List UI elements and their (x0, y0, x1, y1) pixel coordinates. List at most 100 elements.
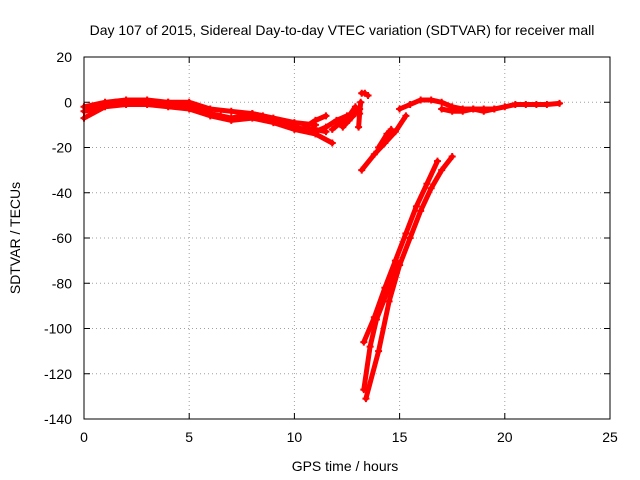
series-arc-3 (329, 104, 358, 132)
data-point (417, 207, 425, 215)
data-point (427, 96, 435, 104)
chart-title: Day 107 of 2015, Sidereal Day-to-day VTE… (90, 22, 595, 38)
data-point (366, 343, 374, 351)
data-point (328, 125, 336, 133)
data-point (383, 288, 391, 296)
data-point (406, 101, 414, 109)
y-tick-label: -100 (44, 321, 72, 337)
data-point (122, 101, 130, 109)
data-point (185, 98, 193, 106)
data-point (269, 119, 277, 127)
series-layer (80, 89, 564, 403)
x-tick-label: 0 (80, 429, 88, 445)
x-tick-label: 10 (287, 429, 303, 445)
y-axis-ticks: -140 -120 -100 -80 -60 -40 -20 0 20 (44, 49, 610, 427)
data-point (290, 119, 298, 127)
data-point (375, 347, 383, 355)
data-point (362, 395, 370, 403)
x-tick-label: 5 (185, 429, 193, 445)
data-point (143, 101, 151, 109)
y-tick-label: -40 (52, 185, 72, 201)
data-point (511, 101, 519, 109)
data-point (351, 103, 359, 111)
data-point (339, 123, 347, 131)
data-point (311, 116, 319, 124)
data-point (248, 114, 256, 122)
plot-frame (83, 56, 611, 420)
data-point (356, 110, 364, 118)
data-point (164, 103, 172, 111)
data-point (433, 157, 441, 165)
data-point (393, 259, 401, 267)
data-point (412, 202, 420, 210)
series-drop-a (363, 154, 455, 402)
data-point (438, 105, 446, 113)
data-point (469, 105, 477, 113)
data-point (402, 112, 410, 120)
data-point (227, 107, 235, 115)
data-point (427, 184, 435, 192)
data-point (206, 105, 214, 113)
y-tick-label: -120 (44, 366, 72, 382)
series-arc-2 (312, 113, 350, 135)
data-point (360, 338, 368, 346)
x-tick-label: 15 (392, 429, 408, 445)
data-point (406, 234, 414, 242)
x-tick-label: 20 (497, 429, 513, 445)
data-point (328, 139, 336, 147)
data-point (206, 112, 214, 120)
data-point (345, 116, 353, 124)
data-point (227, 116, 235, 124)
y-tick-label: 0 (64, 94, 72, 110)
data-point (370, 150, 378, 158)
data-point (522, 101, 530, 109)
y-tick-label: -140 (44, 411, 72, 427)
data-point (185, 105, 193, 113)
grid-layer (84, 57, 610, 419)
data-point (358, 166, 366, 174)
y-tick-label: 20 (56, 49, 72, 65)
data-point (322, 112, 330, 120)
data-point (438, 98, 446, 106)
y-tick-label: -20 (52, 140, 72, 156)
data-point (375, 144, 383, 151)
y-tick-label: -80 (52, 275, 72, 291)
x-axis-label: GPS time / hours (292, 458, 399, 474)
data-point (301, 123, 309, 131)
data-point (387, 125, 395, 133)
data-point (357, 98, 365, 106)
data-point (391, 128, 399, 136)
y-tick-label: -60 (52, 230, 72, 246)
data-point (423, 180, 431, 188)
data-point (532, 101, 540, 109)
data-point (402, 229, 410, 237)
data-point (556, 99, 564, 107)
data-point (383, 130, 391, 138)
data-point (396, 105, 404, 113)
data-point (372, 315, 380, 323)
data-point (448, 107, 456, 115)
series-drop-b (361, 158, 440, 345)
y-axis-label: SDTVAR / TECUs (7, 182, 23, 294)
data-point (448, 153, 456, 161)
data-point (459, 107, 467, 115)
x-axis-ticks: 0 5 10 15 20 25 (80, 57, 618, 445)
data-point (543, 101, 551, 109)
x-tick-label: 25 (602, 429, 618, 445)
data-point (360, 386, 368, 394)
data-point (480, 107, 488, 115)
data-point (355, 123, 363, 131)
data-point (101, 103, 109, 111)
data-point (290, 125, 298, 133)
data-point (417, 96, 425, 104)
data-point (364, 91, 372, 99)
data-point (438, 166, 446, 174)
data-point (311, 128, 319, 136)
data-point (337, 119, 345, 127)
data-point (501, 103, 509, 111)
data-point (332, 116, 340, 124)
data-point (385, 297, 393, 305)
data-point (322, 123, 330, 131)
data-point (490, 105, 498, 113)
